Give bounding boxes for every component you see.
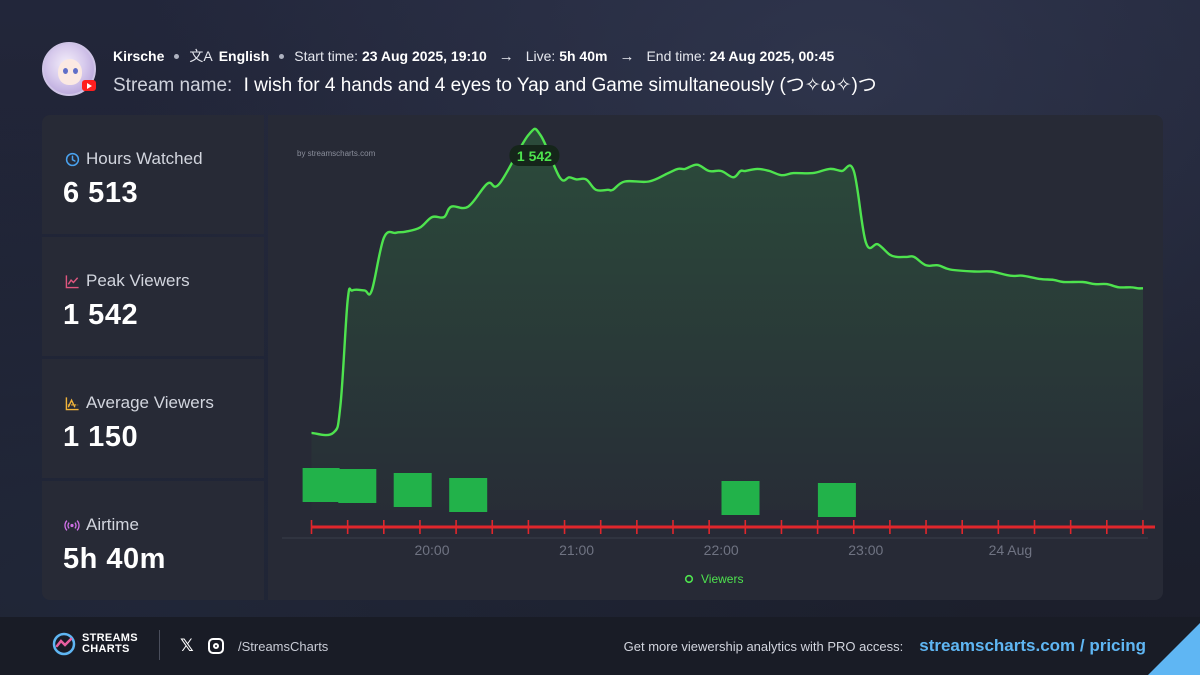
separator-dot — [279, 53, 285, 59]
stream-header: Kirsche 文A English Start time: 23 Aug 20… — [42, 42, 1158, 96]
viewers-chart-panel: by streamscharts.com 20:00 21:00 22:00 23:0… — [268, 115, 1163, 600]
x-tick-label: 23:00 — [848, 542, 883, 558]
start-time-label: Start time: — [294, 48, 359, 64]
end-time-value: 24 Aug 2025, 00:45 — [709, 48, 835, 64]
chart-peak-icon — [64, 273, 80, 289]
start-time-value: 23 Aug 2025, 19:10 — [361, 48, 487, 64]
logo-text-line1: STREAMS — [82, 632, 138, 644]
stat-label: Peak Viewers — [86, 271, 190, 290]
stream-name-label: Stream name: — [113, 75, 233, 96]
event-marker[interactable] — [721, 481, 760, 515]
x-tick-label: 22:00 — [704, 542, 739, 558]
event-marker[interactable] — [449, 478, 488, 512]
stat-value: 1 542 — [63, 299, 139, 331]
chart-average-icon — [64, 395, 80, 411]
logo-text-line2: CHARTS — [82, 643, 130, 655]
timeline-axis — [282, 520, 1155, 539]
x-tick-label: 24 Aug — [989, 542, 1033, 558]
live-label: Live: — [525, 48, 556, 64]
stat-value: 5h 40m — [63, 543, 166, 575]
event-markers — [302, 468, 856, 517]
stream-name-row: Stream name: I wish for 4 hands and 4 ey… — [113, 70, 877, 97]
stat-label: Airtime — [86, 515, 139, 534]
stat-card-hours-watched: Hours Watched 6 513 — [42, 115, 264, 234]
broadcast-icon — [64, 517, 80, 533]
clock-icon — [64, 151, 80, 167]
peak-label: 1 542 — [517, 148, 552, 164]
chart-legend[interactable]: Viewers — [684, 572, 744, 586]
live-duration: 5h 40m — [559, 48, 608, 64]
instagram-icon[interactable] — [208, 638, 224, 654]
arrow-right-icon: → — [498, 47, 514, 65]
x-axis-ticks: 20:00 21:00 22:00 23:00 24 Aug — [414, 542, 1032, 558]
event-marker[interactable] — [817, 483, 856, 517]
pro-promo: Get more viewership analytics with PRO a… — [624, 636, 1146, 656]
stats-column: Hours Watched 6 513 Peak Viewers 1 542 A… — [42, 115, 264, 600]
streamscharts-logo-icon — [52, 632, 76, 656]
separator-dot — [174, 53, 180, 59]
stat-card-peak-viewers: Peak Viewers 1 542 — [42, 237, 264, 356]
peak-callout: 1 542 — [509, 145, 560, 166]
viewers-chart[interactable]: by streamscharts.com 20:00 21:00 22:00 23:0… — [268, 115, 1163, 600]
arrow-right-icon: → — [619, 47, 635, 65]
legend-marker — [684, 574, 694, 584]
viewers-area — [311, 128, 1143, 510]
stream-language: English — [218, 48, 270, 64]
footer: STREAMS CHARTS 𝕏 /StreamsCharts Get more… — [0, 617, 1200, 675]
stat-card-average-viewers: Average Viewers 1 150 — [42, 359, 264, 478]
streamscharts-logo[interactable]: STREAMS CHARTS — [52, 632, 138, 656]
x-tick-label: 21:00 — [559, 542, 594, 558]
stat-label: Average Viewers — [86, 393, 214, 412]
social-links: 𝕏 /StreamsCharts — [180, 636, 328, 656]
social-handle[interactable]: /StreamsCharts — [238, 638, 329, 654]
event-marker[interactable] — [302, 468, 340, 502]
translate-icon: 文A — [189, 48, 213, 64]
stat-card-airtime: Airtime 5h 40m — [42, 481, 264, 600]
legend-label: Viewers — [701, 572, 743, 586]
x-twitter-icon[interactable]: 𝕏 — [180, 636, 194, 655]
stream-name-value: I wish for 4 hands and 4 eyes to Yap and… — [243, 75, 877, 96]
promo-text: Get more viewership analytics with PRO a… — [623, 639, 904, 654]
peak-label-box — [509, 145, 560, 166]
event-marker[interactable] — [338, 469, 377, 503]
corner-accent — [1148, 623, 1200, 675]
viewers-series-line[interactable] — [311, 127, 1144, 437]
youtube-icon — [82, 80, 96, 91]
event-marker[interactable] — [393, 473, 432, 507]
x-tick-label: 20:00 — [414, 542, 449, 558]
stream-meta: Kirsche 文A English Start time: 23 Aug 20… — [113, 46, 834, 66]
chart-watermark: by streamscharts.com — [297, 149, 376, 158]
footer-divider — [159, 630, 160, 660]
pricing-link[interactable]: streamscharts.com / pricing — [919, 636, 1146, 655]
stat-value: 1 150 — [63, 421, 139, 453]
channel-name[interactable]: Kirsche — [113, 48, 165, 64]
stat-value: 6 513 — [63, 177, 139, 209]
end-time-label: End time: — [646, 48, 706, 64]
stat-label: Hours Watched — [86, 149, 203, 168]
